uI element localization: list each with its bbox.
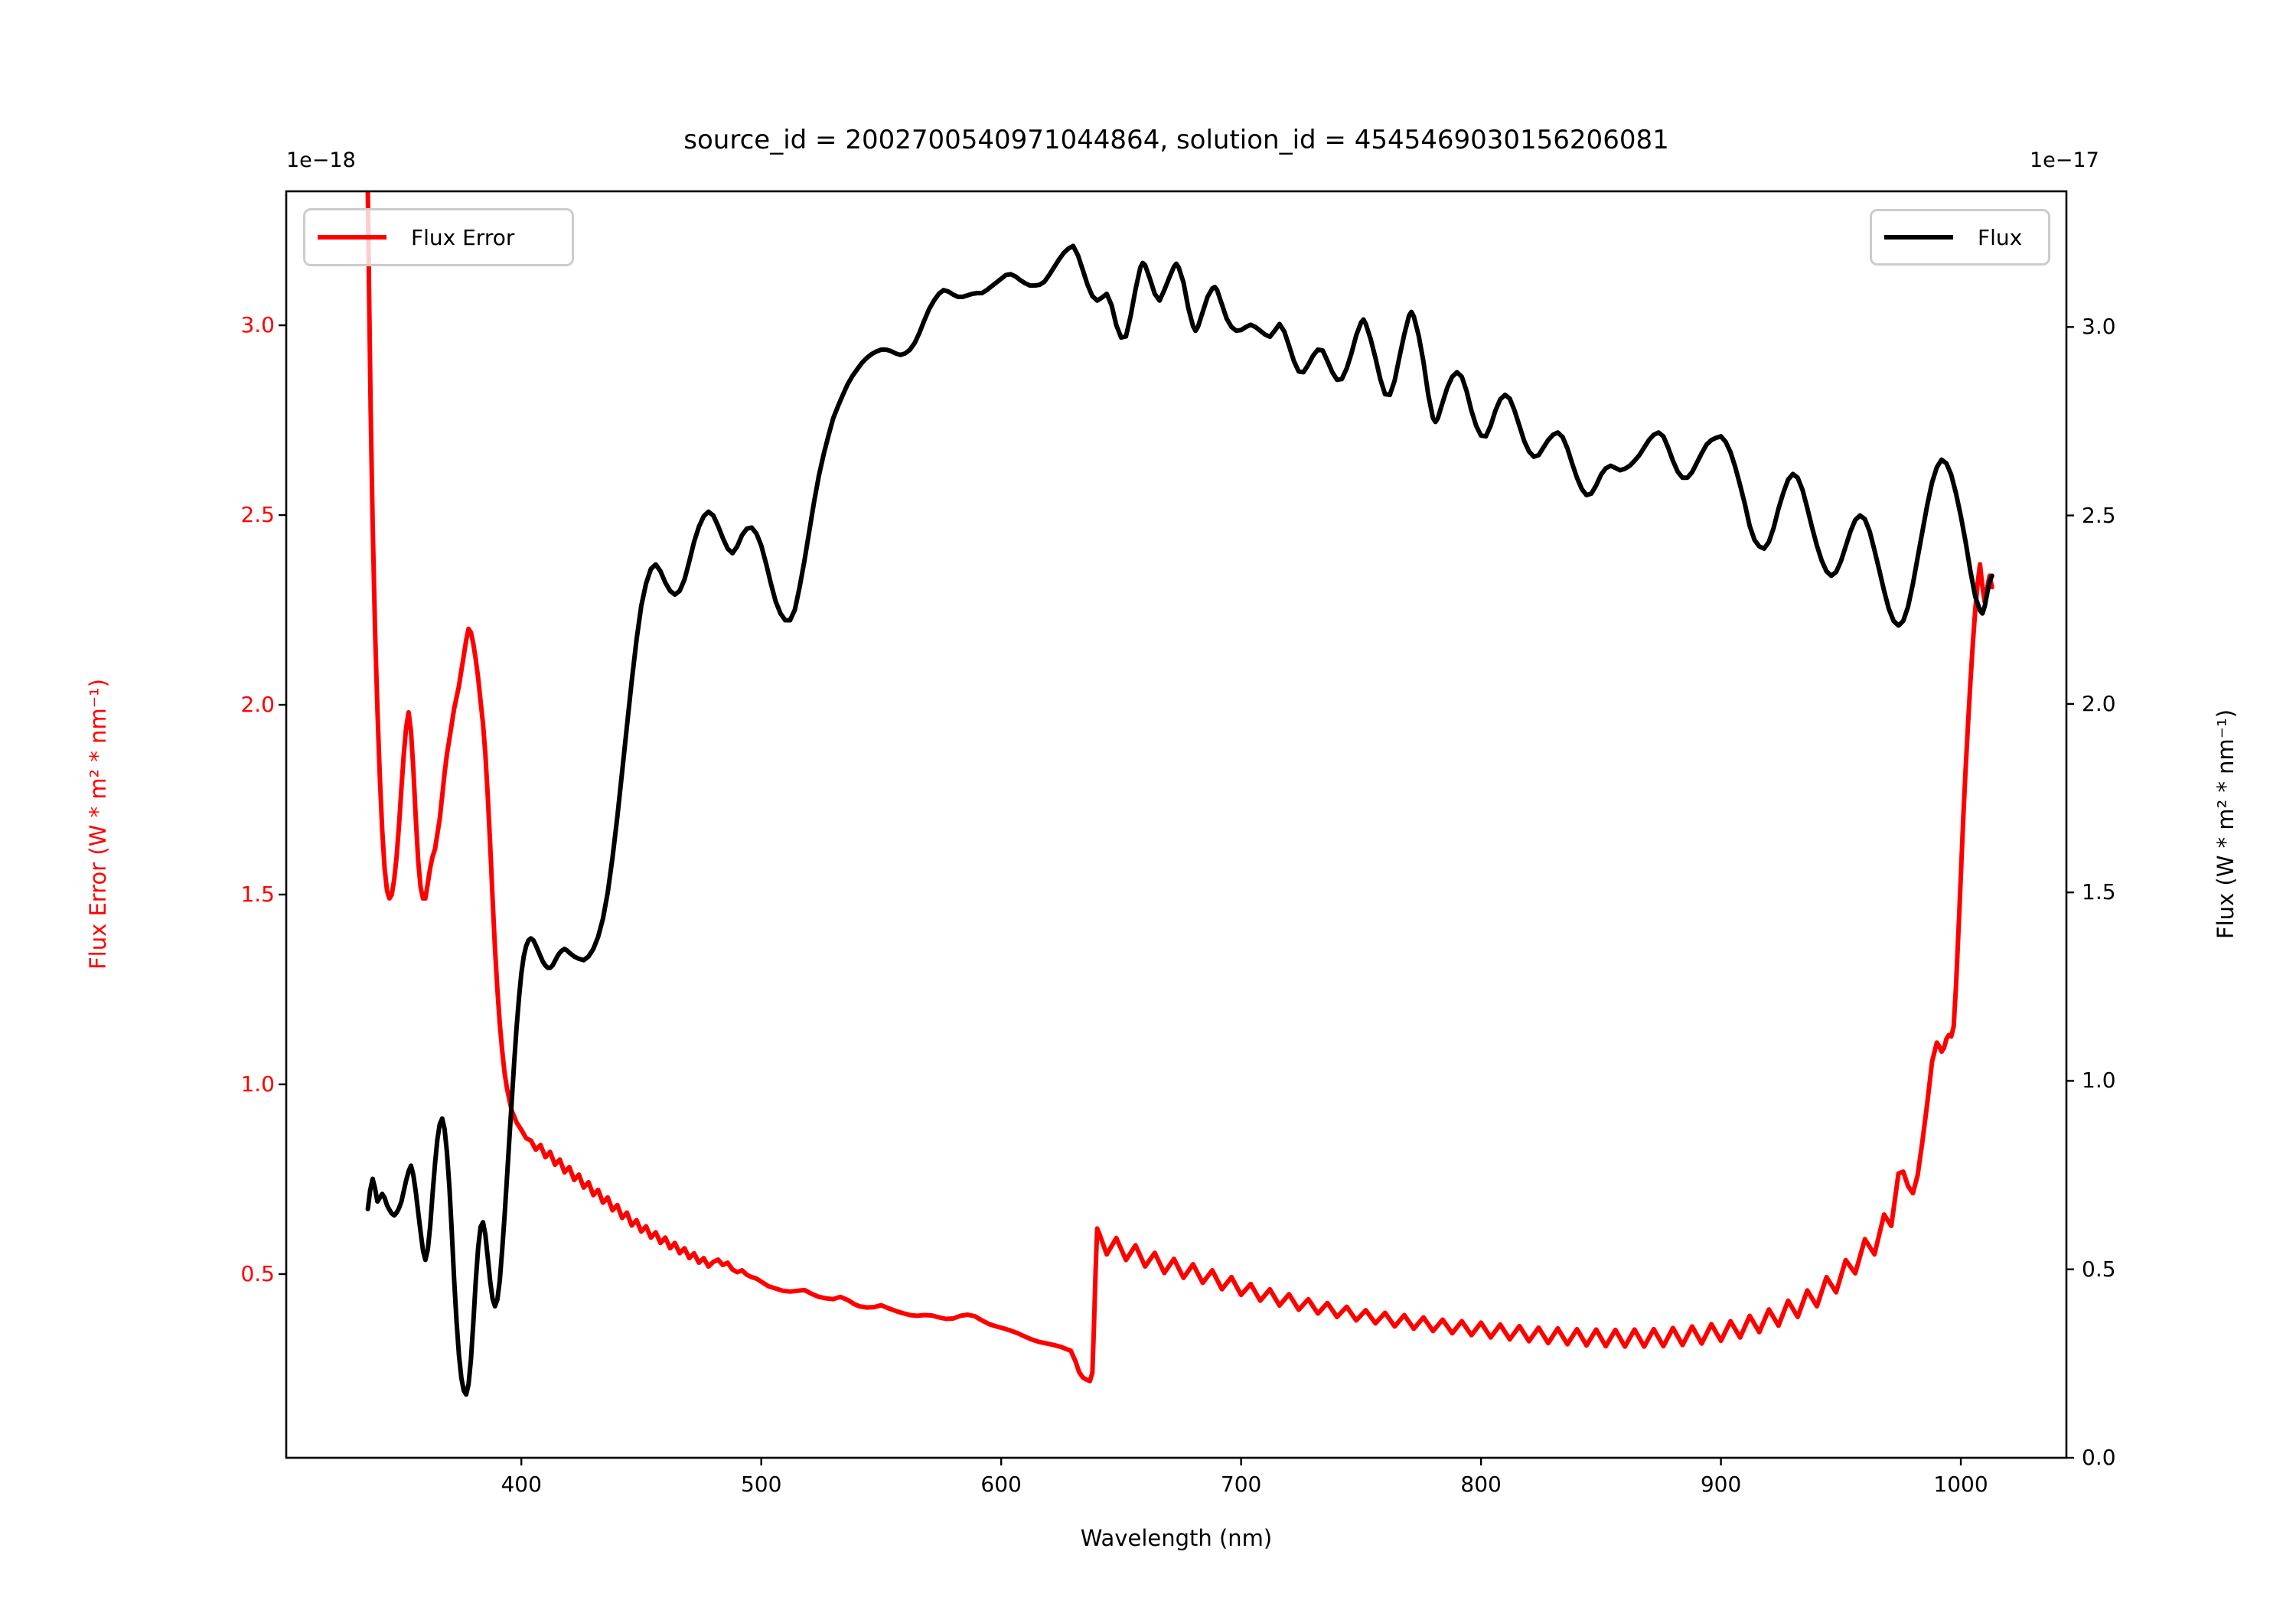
left-y-tick-label: 1.0 [240, 1071, 275, 1097]
flux-legend-line-icon [1884, 235, 1953, 240]
left-y-tick-label: 2.5 [240, 502, 275, 528]
left-y-tick-label: 3.0 [240, 312, 275, 338]
right-y-tick-label: 2.0 [2082, 690, 2116, 716]
chart-title: source_id = 2002700540971044864, solutio… [683, 125, 1669, 155]
right-axis-offset-text: 1e−17 [2030, 148, 2099, 172]
x-axis-label: Wavelength (nm) [1080, 1525, 1273, 1551]
flux-error-legend-line-icon [318, 235, 386, 240]
right-y-tick-label: 1.0 [2082, 1068, 2116, 1094]
right-y-tick-label: 0.0 [2082, 1445, 2116, 1470]
flux-legend-label: Flux [1978, 224, 2023, 250]
x-tick-label: 600 [980, 1472, 1022, 1497]
x-tick-label: 900 [1700, 1472, 1742, 1497]
x-tick-label: 1000 [1933, 1472, 1988, 1497]
flux-line [365, 243, 1994, 1397]
flux-error-line [365, 190, 1994, 1384]
x-tick-label: 700 [1220, 1472, 1262, 1497]
flux-error-legend-label: Flux Error [411, 224, 515, 250]
right-y-tick-label: 2.5 [2082, 502, 2116, 528]
right-y-tick-label: 3.0 [2082, 314, 2116, 340]
right-y-axis-label: Flux (W * m² * nm⁻¹) [2213, 709, 2239, 940]
x-tick-label: 800 [1460, 1472, 1502, 1497]
left-axis-offset-text: 1e−18 [286, 148, 356, 172]
legend-flux-error: Flux Error [303, 208, 574, 266]
legend-flux: Flux [1870, 209, 2050, 266]
x-tick-label: 400 [501, 1472, 542, 1497]
left-y-tick-label: 2.0 [240, 692, 275, 718]
plot-border [285, 190, 2068, 1459]
left-y-tick-label: 0.5 [240, 1260, 275, 1286]
right-y-tick-label: 0.5 [2082, 1256, 2116, 1282]
x-tick-label: 500 [740, 1472, 782, 1497]
left-y-axis-label: Flux Error (W * m² * nm⁻¹) [85, 678, 111, 970]
left-y-tick-label: 1.5 [240, 882, 275, 907]
right-y-tick-label: 1.5 [2082, 879, 2116, 905]
